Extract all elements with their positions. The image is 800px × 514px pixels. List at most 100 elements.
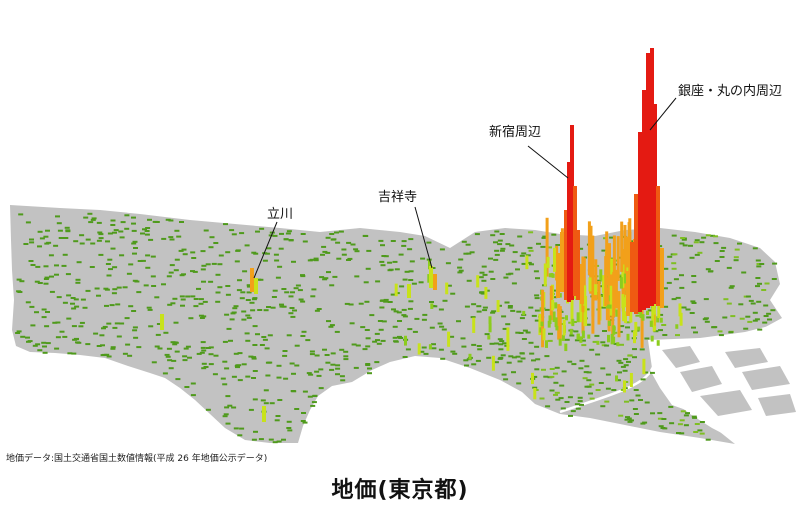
price-bar [584, 295, 588, 326]
price-bar [557, 304, 561, 340]
price-bar [612, 271, 616, 317]
price-point [553, 393, 558, 396]
price-point [319, 276, 325, 279]
price-point [154, 221, 160, 223]
price-point [719, 256, 725, 258]
price-point [54, 264, 59, 267]
price-point [229, 229, 235, 232]
price-point [325, 251, 331, 254]
price-point [499, 340, 505, 343]
kichijoji-label: 吉祥寺 [378, 190, 418, 205]
price-point [292, 309, 297, 312]
price-point [383, 255, 389, 258]
price-point [734, 248, 740, 251]
price-point [515, 331, 521, 334]
price-point [439, 325, 445, 328]
price-point [205, 263, 211, 266]
price-point [559, 317, 565, 320]
price-point [618, 414, 624, 417]
price-bar [547, 320, 551, 328]
price-point [419, 350, 425, 353]
price-point [411, 282, 417, 285]
price-point [271, 296, 277, 298]
price-point [692, 416, 698, 419]
price-point [252, 398, 258, 401]
price-point [601, 249, 607, 252]
price-point [172, 297, 178, 300]
price-point [671, 298, 677, 301]
river [559, 371, 652, 414]
price-point [615, 379, 621, 382]
price-point [213, 242, 219, 244]
price-bar [657, 303, 661, 319]
price-point [423, 352, 429, 355]
price-point [392, 260, 398, 263]
price-point [717, 330, 723, 333]
price-point [314, 370, 320, 373]
price-point [748, 299, 754, 302]
price-point [766, 312, 772, 315]
price-bar [605, 273, 609, 321]
price-point [246, 284, 252, 287]
price-point [536, 242, 541, 245]
price-point [393, 310, 399, 313]
price-point [257, 309, 263, 311]
price-point [649, 371, 655, 374]
price-point [675, 334, 680, 337]
price-point [515, 355, 521, 358]
price-point [175, 378, 181, 381]
price-point [187, 356, 192, 359]
price-point [193, 305, 199, 308]
price-point [762, 321, 768, 324]
price-bar [642, 358, 646, 375]
price-point [677, 423, 683, 426]
price-point [220, 377, 226, 380]
price-point [625, 416, 630, 419]
price-point [355, 344, 361, 347]
price-point [640, 378, 646, 381]
price-point [579, 403, 584, 406]
price-point [224, 406, 230, 409]
price-point [300, 233, 306, 235]
price-point [547, 246, 552, 249]
price-point [150, 275, 156, 278]
price-point [313, 259, 319, 262]
price-point [233, 305, 239, 308]
price-point [726, 302, 732, 305]
price-point [346, 259, 351, 261]
price-point [16, 330, 22, 333]
price-point [577, 396, 583, 399]
price-bar [551, 273, 555, 278]
price-point [318, 368, 324, 371]
price-point [143, 284, 149, 287]
price-point [500, 247, 506, 250]
price-point [43, 282, 49, 285]
price-point [693, 331, 698, 334]
price-point [75, 281, 81, 284]
price-point [225, 251, 231, 254]
price-point [505, 323, 511, 326]
price-point [691, 415, 697, 418]
price-bar [488, 323, 492, 333]
price-bar [506, 327, 510, 341]
price-point [72, 338, 78, 341]
price-point [122, 352, 128, 355]
price-point [421, 346, 427, 349]
price-point [506, 361, 512, 364]
price-point [518, 332, 524, 334]
price-point [680, 410, 686, 413]
price-point [394, 268, 400, 271]
price-point [182, 253, 188, 256]
price-point [201, 367, 207, 370]
price-point [589, 348, 595, 351]
price-point [239, 232, 245, 235]
price-point [119, 236, 125, 239]
price-point [567, 396, 573, 399]
price-point [402, 278, 408, 281]
price-point [76, 261, 82, 264]
price-point [658, 425, 664, 428]
price-bar [624, 311, 627, 323]
price-point [741, 271, 747, 274]
price-point [34, 311, 39, 314]
price-point [75, 278, 81, 281]
